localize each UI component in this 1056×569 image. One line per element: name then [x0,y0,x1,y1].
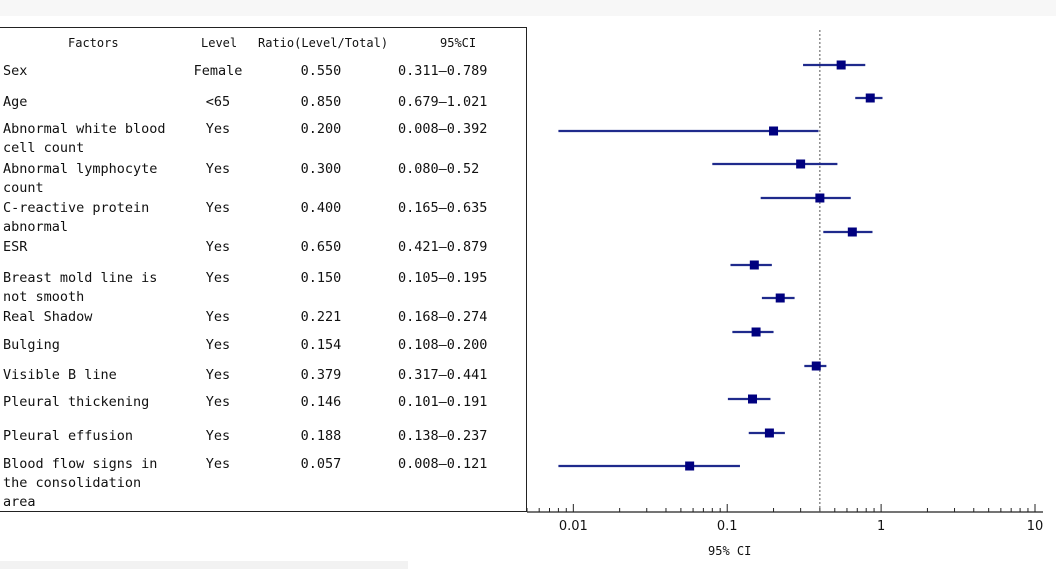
row-2-factor: Age [3,94,28,110]
row-10-ratio: 0.379 [300,367,342,383]
row-5-level: Yes [205,200,231,216]
row-13-ci: 0.008—0.121 [398,456,488,472]
row-9-ratio: 0.154 [300,337,342,353]
row-1-factor: Sex [3,63,28,79]
row-11-factor: Pleural thickening [3,394,150,410]
point-marker [865,93,875,103]
row-9-ci: 0.108—0.200 [398,337,488,353]
row-4-factor: Abnormal lymphocyte count [3,161,158,196]
point-marker [847,227,857,237]
row-6-ratio: 0.650 [300,239,342,255]
header-ci: 95%CI [440,36,477,50]
row-12-ratio: 0.188 [300,428,342,444]
point-marker [811,361,821,371]
row-9-level: Yes [205,337,231,353]
x-tick-label: 1 [877,519,885,534]
row-5-factor: C-reactive protein abnormal [3,200,150,235]
row-4-ci: 0.080—0.52 [398,161,480,177]
row-10-factor: Visible B line [3,367,117,383]
row-1-ratio: 0.550 [300,63,342,79]
row-8-ci: 0.168—0.274 [398,309,488,325]
row-7-level: Yes [205,270,231,286]
point-marker [764,428,774,438]
row-5-ci: 0.165—0.635 [398,200,488,216]
row-11-ci: 0.101—0.191 [398,394,488,410]
row-8-ratio: 0.221 [300,309,342,325]
row-3-ci: 0.008—0.392 [398,121,488,137]
row-8-factor: Real Shadow [3,309,93,325]
row-6-level: Yes [205,239,231,255]
row-6-ci: 0.421—0.879 [398,239,488,255]
point-marker [751,327,761,337]
x-axis-title: 95% CI [708,544,752,558]
row-4-level: Yes [205,161,231,177]
x-tick-label: 10 [1027,519,1044,534]
top-margin [0,0,1056,16]
row-8-level: Yes [205,309,231,325]
row-13-factor: Blood flow signs in the consolidation ar… [3,456,158,510]
row-11-ratio: 0.146 [300,394,342,410]
bottom-margin [0,561,408,569]
header-ratio: Ratio(Level/Total) [258,36,389,50]
row-13-level: Yes [205,456,231,472]
row-2-ratio: 0.850 [300,94,342,110]
row-12-ci: 0.138—0.237 [398,428,488,444]
point-marker [749,260,759,270]
row-2-level: <65 [205,94,231,110]
point-marker [769,126,779,136]
point-marker [815,193,825,203]
row-3-level: Yes [205,121,231,137]
point-marker [796,159,806,169]
row-12-level: Yes [205,428,231,444]
row-10-level: Yes [205,367,231,383]
row-12-factor: Pleural effusion [3,428,134,444]
row-2-ci: 0.679—1.021 [398,94,488,110]
x-tick-label: 0.1 [717,519,738,534]
row-3-factor: Abnormal white blood cell count [3,121,166,156]
row-13-ratio: 0.057 [300,456,342,472]
row-1-level: Female [193,63,243,79]
row-5-ratio: 0.400 [300,200,342,216]
row-7-factor: Breast mold line is not smooth [3,270,158,305]
row-10-ci: 0.317—0.441 [398,367,488,383]
x-tick-label: 0.01 [559,519,588,534]
row-3-ratio: 0.200 [300,121,342,137]
factor-table [0,27,527,512]
row-9-factor: Bulging [3,337,60,353]
row-7-ci: 0.105—0.195 [398,270,488,286]
point-marker [685,461,695,471]
row-1-ci: 0.311—0.789 [398,63,488,79]
header-level: Level [201,36,238,50]
point-marker [775,293,785,303]
row-7-ratio: 0.150 [300,270,342,286]
row-6-factor: ESR [3,239,28,255]
point-marker [836,60,846,70]
header-factors: Factors [68,36,119,50]
row-11-level: Yes [205,394,231,410]
point-marker [748,394,758,404]
row-4-ratio: 0.300 [300,161,342,177]
